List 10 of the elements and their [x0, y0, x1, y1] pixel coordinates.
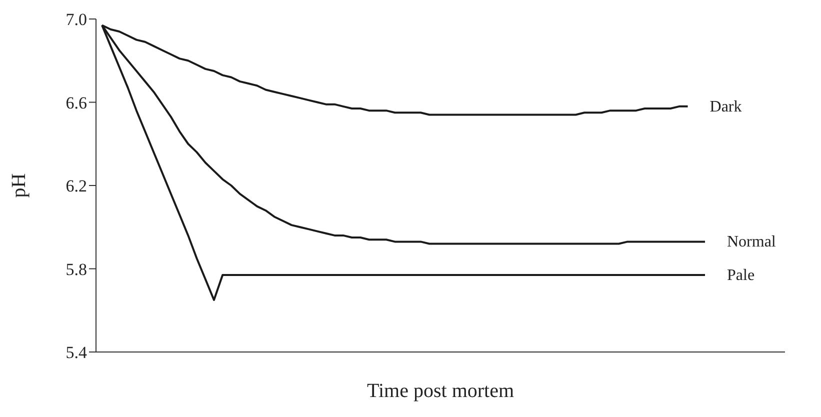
y-tick-label: 6.6	[66, 93, 87, 112]
y-tick-label: 6.2	[66, 176, 87, 196]
series-label: Pale	[727, 266, 755, 284]
y-tick-label: 7.0	[66, 10, 87, 30]
series-label: Normal	[727, 234, 776, 251]
x-axis-title: Time post mortem	[366, 380, 514, 402]
y-tick-label: 5.4	[66, 343, 88, 362]
y-axis-title: pH	[8, 173, 30, 198]
series-label: Dark	[710, 98, 742, 116]
y-tick-label: 5.8	[66, 260, 87, 279]
